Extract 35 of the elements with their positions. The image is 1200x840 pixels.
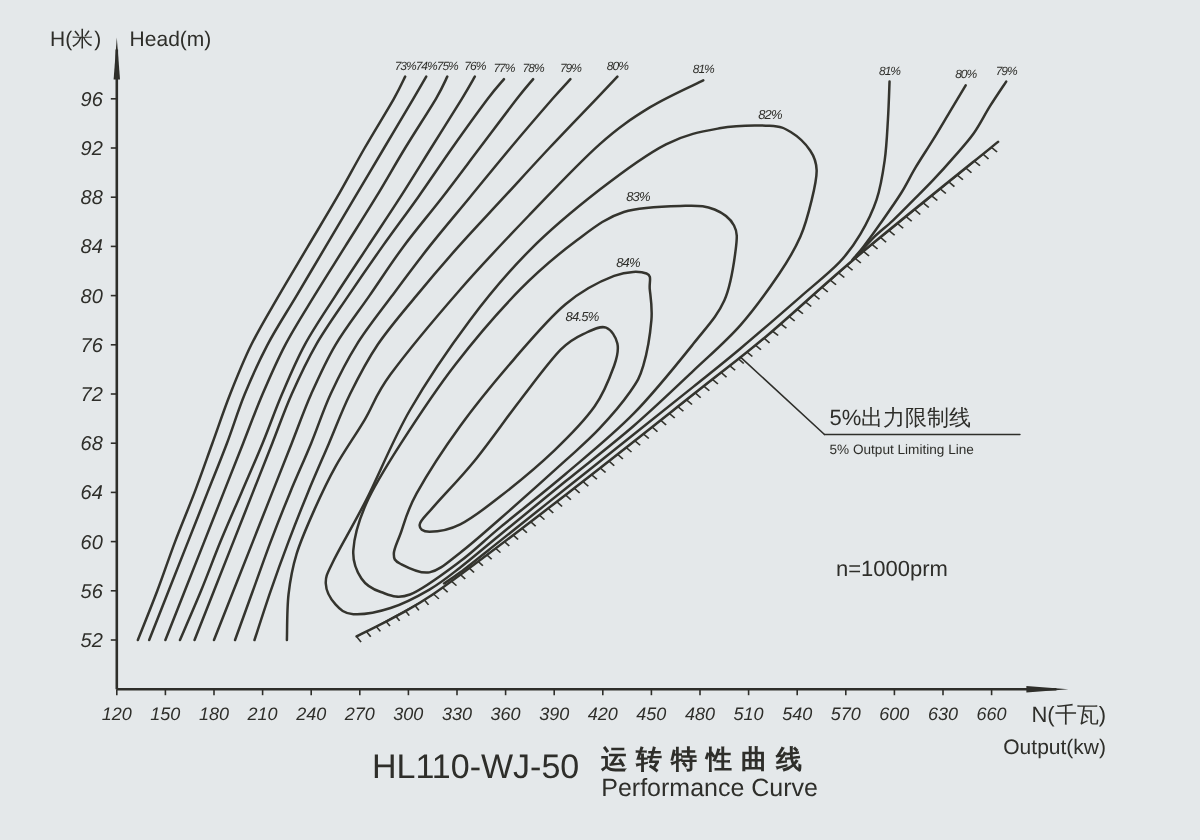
x-tick-label: 210 xyxy=(245,704,278,725)
y-tick-label: 84 xyxy=(80,237,104,260)
y-tick-label: 60 xyxy=(80,532,104,555)
y-tick-label: 68 xyxy=(80,434,104,457)
x-tick-label: 240 xyxy=(294,704,327,725)
text: 运转特性曲线 Performance Curve xyxy=(599,744,819,802)
x-tick-label: 480 xyxy=(684,704,716,725)
y-tick-label: 88 xyxy=(80,188,104,211)
x-tick-label: 150 xyxy=(150,704,181,725)
x-tick-label: 270 xyxy=(342,704,375,725)
x-tick-label: 330 xyxy=(441,704,473,725)
x-tick-label: 570 xyxy=(830,704,861,725)
y-tick-label: 72 xyxy=(80,385,104,407)
x-tick-label: 300 xyxy=(393,704,424,725)
y-tick-label: 96 xyxy=(80,89,104,112)
x-tick-label: 600 xyxy=(879,704,910,725)
text: HL110-WJ-50 xyxy=(372,748,580,786)
x-tick-label: 360 xyxy=(490,704,521,725)
x-tick-label: 450 xyxy=(636,704,667,725)
x-tick-label: 660 xyxy=(976,704,1007,725)
x-tick-label: 180 xyxy=(198,704,230,725)
y-tick-label: 56 xyxy=(80,581,104,604)
x-tick-label: 120 xyxy=(101,704,132,725)
x-tick-label: 390 xyxy=(539,704,570,725)
text: H(米) Head(m) xyxy=(50,28,212,52)
annotation: n=1000prm xyxy=(836,558,948,582)
x-tick-label: 630 xyxy=(927,704,959,725)
x-tick-label: 420 xyxy=(587,704,618,725)
y-tick-label: 80 xyxy=(80,286,104,309)
x-tick-label: 510 xyxy=(733,704,764,725)
x-tick-label: 540 xyxy=(782,704,813,725)
y-tick-label: 92 xyxy=(80,139,104,161)
y-tick-label: 76 xyxy=(80,335,104,358)
y-tick-label: 64 xyxy=(80,483,104,506)
y-tick-label: 52 xyxy=(80,631,104,653)
